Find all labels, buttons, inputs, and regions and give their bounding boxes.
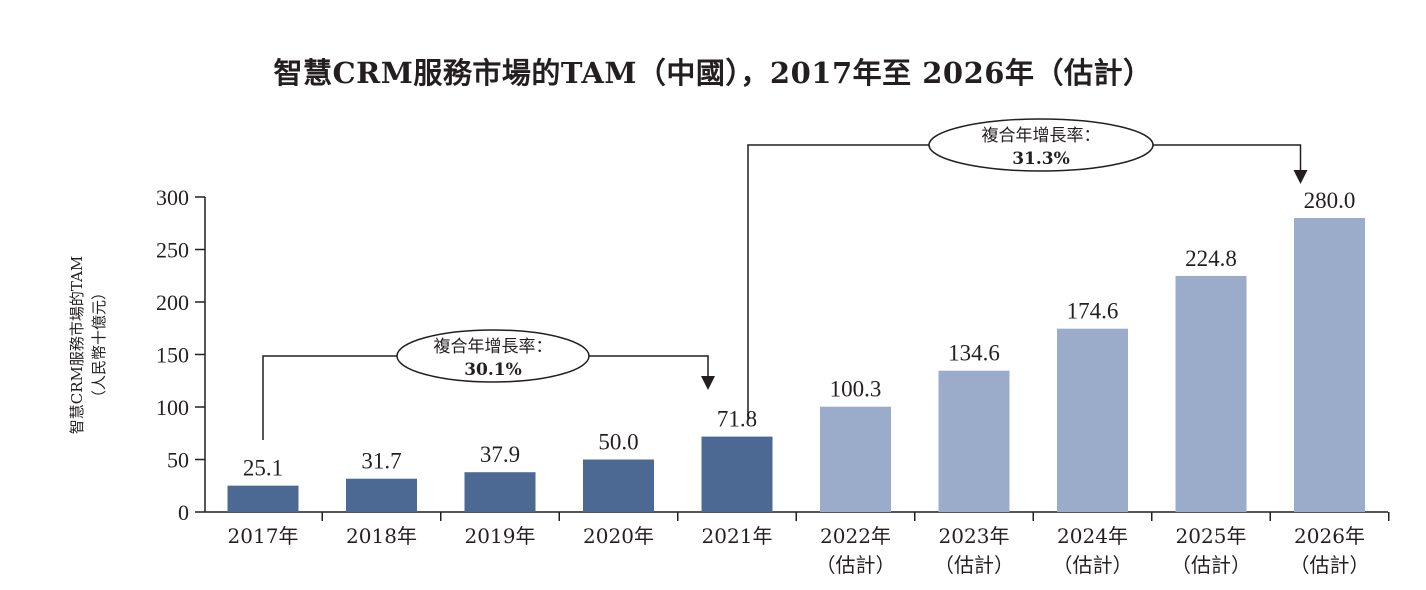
y-axis-title-line1: 智慧CRM服務市場的TAM [68, 256, 86, 435]
bar [346, 478, 417, 512]
x-tick-note: （估計） [816, 553, 896, 577]
x-tick-label: 2022年 [820, 524, 891, 548]
cagr-bubble [928, 118, 1154, 172]
x-tick-label: 2017年 [228, 524, 299, 548]
data-label: 100.3 [830, 377, 882, 402]
data-label: 134.6 [948, 341, 1000, 366]
y-tick-label: 200 [156, 290, 189, 315]
bar [227, 485, 299, 512]
cagr-arrow [701, 376, 715, 390]
y-tick-label: 300 [156, 185, 189, 210]
y-tick-label: 150 [156, 343, 189, 368]
data-label: 37.9 [480, 442, 520, 467]
data-label: 174.6 [1067, 299, 1119, 324]
x-tick-label: 2024年 [1057, 524, 1128, 548]
x-tick-note: （估計） [934, 553, 1014, 577]
data-label: 224.8 [1185, 246, 1237, 271]
cagr-value: 30.1% [464, 360, 522, 380]
data-label: 280.0 [1304, 188, 1356, 213]
bar [464, 472, 536, 512]
cagr-label: 複合年增長率： [434, 337, 553, 357]
bars: 25.1 31.7 37.9 50.0 71.8 100.3 134.6 174.6 224.8… [227, 188, 1365, 512]
x-tick-note: （估計） [1290, 553, 1370, 577]
cagr-annotation: 複合年增長率： 31.3% [747, 118, 1308, 420]
y-tick-label: 0 [178, 500, 189, 525]
bar [820, 406, 891, 512]
x-tick-label: 2021年 [702, 524, 773, 548]
bar [938, 370, 1010, 512]
bar [701, 436, 773, 512]
bar [1175, 275, 1247, 512]
cagr-bubble [396, 329, 590, 383]
cagr-label: 複合年增長率： [982, 126, 1101, 146]
data-label: 50.0 [598, 430, 638, 455]
y-tick-label: 100 [156, 395, 189, 420]
data-label: 31.7 [361, 449, 401, 474]
cagr-annotations: 複合年增長率： 30.1% 複合年增長率： 31.3% [262, 118, 1308, 440]
axes: 0 50 100 150 200 250 300 2017年 2018年 2019年 2020年 20… [156, 185, 1390, 577]
cagr-arrow [1293, 170, 1308, 184]
y-tick-label: 250 [156, 238, 189, 263]
x-tick-label: 2025年 [1176, 524, 1247, 548]
y-tick-label: 50 [167, 448, 189, 473]
x-tick-note: （估計） [1171, 553, 1251, 577]
cagr-annotation: 複合年增長率： 30.1% [262, 329, 715, 440]
x-tick-note: （估計） [1053, 553, 1133, 577]
cagr-value: 31.3% [1012, 149, 1070, 169]
x-tick-label: 2023年 [939, 524, 1010, 548]
bar [1294, 218, 1365, 512]
x-tick-label: 2018年 [346, 524, 417, 548]
y-axis-title: 智慧CRM服務市場的TAM （人民幣十億元） [68, 256, 108, 435]
y-axis-title-line2: （人民幣十億元） [90, 285, 108, 405]
x-tick-label: 2020年 [583, 524, 654, 548]
data-label: 71.8 [717, 407, 757, 432]
bar [583, 459, 654, 512]
bar [1057, 328, 1128, 512]
x-tick-label: 2026年 [1294, 524, 1365, 548]
chart-title: 智慧CRM服務市場的TAM（中國），2017年至 2026年（估計） [273, 56, 1153, 90]
data-label: 25.1 [243, 456, 283, 481]
x-tick-label: 2019年 [465, 524, 536, 548]
